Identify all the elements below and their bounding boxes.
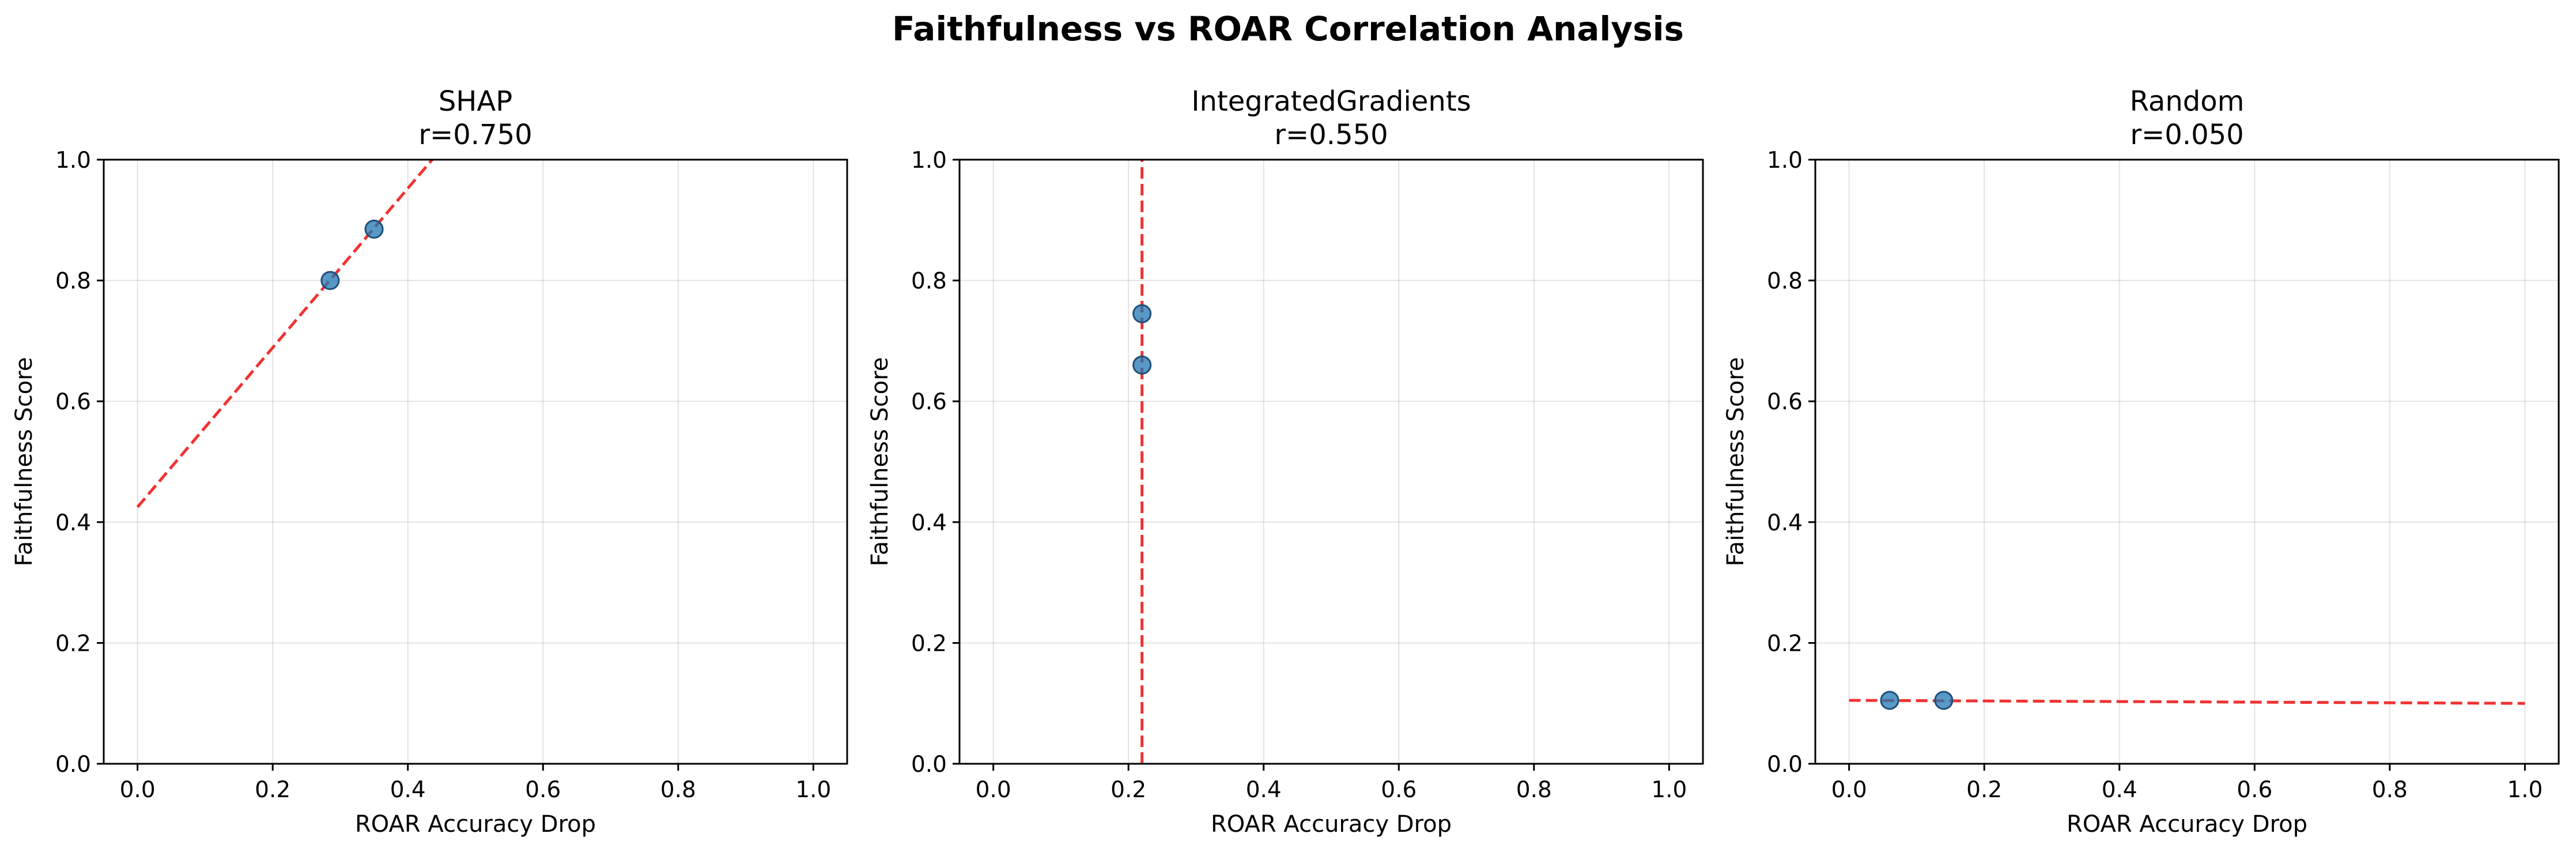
y-tick-label: 1.0 <box>1767 148 1803 174</box>
x-tick-label: 0.2 <box>1111 777 1146 803</box>
x-tick-label: 0.6 <box>1381 777 1417 803</box>
data-point-1 <box>1132 304 1152 323</box>
regression-line <box>1849 699 2525 705</box>
y-tick-label: 0.0 <box>55 752 91 778</box>
data-point-2 <box>1132 355 1152 375</box>
y-tick-label: 0.2 <box>911 631 947 657</box>
x-tick-label: 0.2 <box>255 777 290 803</box>
plot-frame <box>103 159 848 765</box>
x-tick-label: 0.0 <box>976 777 1011 803</box>
x-axis-label: ROAR Accuracy Drop <box>355 811 596 838</box>
subplot-title: Random <box>2130 85 2245 118</box>
y-tick-label: 0.2 <box>55 631 91 657</box>
x-axis-label: ROAR Accuracy Drop <box>2067 811 2307 838</box>
y-tick-label: 0.4 <box>55 510 91 536</box>
x-tick-label: 0.6 <box>525 777 561 803</box>
data-point-1 <box>1880 691 1899 710</box>
y-tick-label: 1.0 <box>55 148 91 174</box>
x-tick-label: 1.0 <box>2507 777 2543 803</box>
subplots: 0.0 0.2 0.4 0.6 0.8 1.0 0.0 0.2 0.4 0.6 0.8 1.0 SHAP… <box>11 85 2560 838</box>
figure-title: Faithfulness vs ROAR Correlation Analysi… <box>892 9 1684 48</box>
y-tick-label: 0.4 <box>1767 510 1803 536</box>
grid-lines <box>1815 159 2559 764</box>
subplot-correlation: r=0.050 <box>2130 119 2243 151</box>
y-tick-label: 1.0 <box>911 148 947 174</box>
y-tick-label: 0.6 <box>911 389 947 415</box>
subplot-1: 0.0 0.2 0.4 0.6 0.8 1.0 0.0 0.2 0.4 0.6 0.8 1.0 SHAP… <box>11 85 848 838</box>
x-axis-label: ROAR Accuracy Drop <box>1211 811 1452 838</box>
y-tick-label: 0.6 <box>55 389 91 415</box>
data-point-1 <box>320 271 340 291</box>
y-tick-label: 0.0 <box>1767 752 1803 778</box>
x-tick-label: 0.2 <box>1966 777 2002 803</box>
x-tick-label: 0.4 <box>390 777 426 803</box>
x-tick-label: 0.6 <box>2237 777 2272 803</box>
y-axis-label: Faithfulness Score <box>867 357 893 567</box>
plot-frame <box>1814 159 2560 765</box>
y-axis-label: Faithfulness Score <box>1723 357 1749 567</box>
y-tick-label: 0.6 <box>1767 389 1803 415</box>
plot-frame <box>958 159 1704 765</box>
x-tick-label: 0.8 <box>2372 777 2408 803</box>
subplot-correlation: r=0.750 <box>418 119 532 151</box>
subplot-title: IntegratedGradients <box>1191 85 1471 118</box>
grid-lines <box>104 159 847 764</box>
regression-line <box>136 160 433 508</box>
x-tick-label: 0.4 <box>2102 777 2137 803</box>
y-tick-label: 0.0 <box>911 752 947 778</box>
subplot-title: SHAP <box>439 85 512 118</box>
y-axis-label: Faithfulness Score <box>11 357 37 567</box>
y-tick-label: 0.8 <box>55 269 91 295</box>
x-tick-label: 0.4 <box>1246 777 1282 803</box>
x-tick-label: 0.0 <box>1831 777 1867 803</box>
y-tick-label: 0.8 <box>911 269 947 295</box>
y-tick-label: 0.8 <box>1767 269 1803 295</box>
subplot-3: 0.0 0.2 0.4 0.6 0.8 1.0 0.0 0.2 0.4 0.6 0.8 1.0 Rand… <box>1723 85 2560 838</box>
subplot-correlation: r=0.550 <box>1274 119 1388 151</box>
x-tick-label: 0.8 <box>1516 777 1552 803</box>
data-point-2 <box>364 220 384 239</box>
x-tick-label: 1.0 <box>1651 777 1687 803</box>
y-tick-label: 0.4 <box>911 510 947 536</box>
data-point-2 <box>1934 691 1954 710</box>
subplot-2: 0.0 0.2 0.4 0.6 0.8 1.0 0.0 0.2 0.4 0.6 0.8 1.0 Inte… <box>867 85 1704 838</box>
y-tick-label: 0.2 <box>1767 631 1803 657</box>
x-tick-label: 1.0 <box>795 777 831 803</box>
grid-lines <box>960 159 1703 764</box>
x-tick-label: 0.8 <box>660 777 696 803</box>
x-tick-label: 0.0 <box>120 777 156 803</box>
